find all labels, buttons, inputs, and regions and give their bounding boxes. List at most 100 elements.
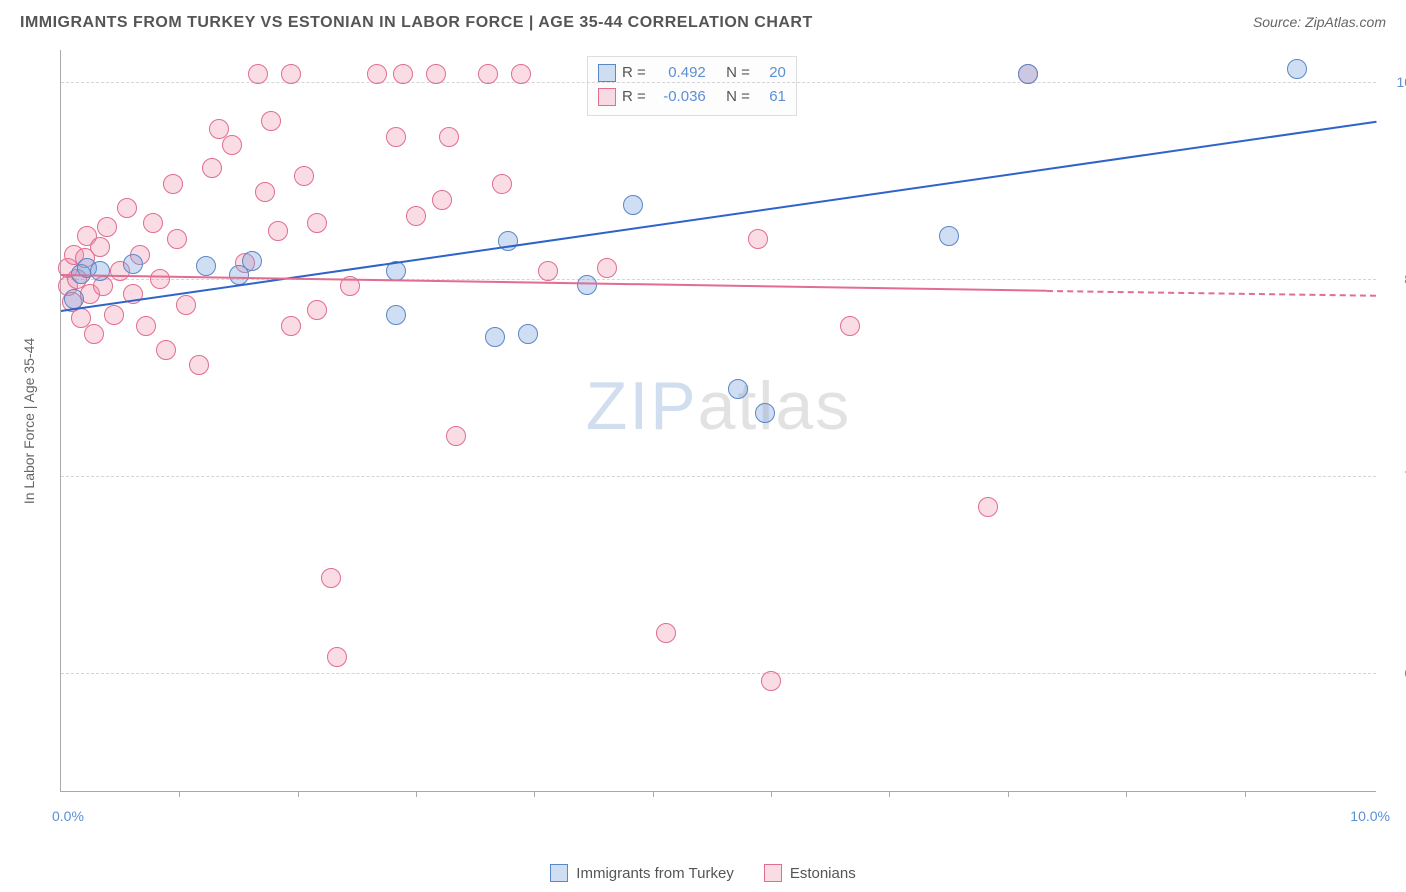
data-point (761, 671, 781, 691)
x-tick (771, 791, 772, 797)
trend-line (61, 121, 1376, 312)
legend-item: Estonians (764, 864, 856, 882)
data-point (90, 261, 110, 281)
data-point (255, 182, 275, 202)
data-point (623, 195, 643, 215)
data-point (446, 426, 466, 446)
legend-r-value: -0.036 (652, 85, 706, 109)
data-point (492, 174, 512, 194)
legend-series-name: Estonians (790, 865, 856, 882)
data-point (978, 497, 998, 517)
watermark: ZIPatlas (586, 367, 851, 445)
gridline (61, 673, 1376, 674)
data-point (261, 111, 281, 131)
data-point (386, 127, 406, 147)
data-point (97, 217, 117, 237)
data-point (268, 221, 288, 241)
data-point (163, 174, 183, 194)
y-tick-label: 100.0% (1384, 74, 1406, 90)
series-legend: Immigrants from Turkey Estonians (0, 864, 1406, 882)
legend-swatch (764, 864, 782, 882)
data-point (189, 355, 209, 375)
x-tick (534, 791, 535, 797)
legend-r-label: R = (622, 85, 646, 109)
data-point (728, 379, 748, 399)
x-tick (653, 791, 654, 797)
chart-area: In Labor Force | Age 35-44 ZIPatlas R =0… (50, 50, 1386, 822)
data-point (117, 198, 137, 218)
data-point (367, 64, 387, 84)
data-point (123, 254, 143, 274)
y-tick-label: 75.0% (1384, 468, 1406, 484)
data-point (432, 190, 452, 210)
data-point (196, 256, 216, 276)
plot-region: In Labor Force | Age 35-44 ZIPatlas R =0… (60, 50, 1376, 792)
data-point (1018, 64, 1038, 84)
source-label: Source: (1253, 14, 1301, 30)
legend-n-value: 61 (756, 85, 786, 109)
trend-line-dashed (1047, 290, 1376, 297)
data-point (518, 324, 538, 344)
legend-swatch (598, 64, 616, 82)
watermark-rest: atlas (698, 368, 852, 444)
data-point (511, 64, 531, 84)
legend-swatch (598, 88, 616, 106)
data-point (84, 324, 104, 344)
data-point (748, 229, 768, 249)
data-point (478, 64, 498, 84)
legend-n-label: N = (726, 85, 750, 109)
data-point (136, 316, 156, 336)
correlation-legend: R =0.492 N =20R =-0.036 N =61 (587, 56, 797, 116)
data-point (90, 237, 110, 257)
data-point (156, 340, 176, 360)
data-point (485, 327, 505, 347)
x-tick (1126, 791, 1127, 797)
x-tick (889, 791, 890, 797)
legend-item: Immigrants from Turkey (550, 864, 734, 882)
chart-title: IMMIGRANTS FROM TURKEY VS ESTONIAN IN LA… (20, 14, 813, 32)
legend-row: R =-0.036 N =61 (598, 85, 786, 109)
data-point (439, 127, 459, 147)
legend-swatch (550, 864, 568, 882)
data-point (939, 226, 959, 246)
data-point (321, 568, 341, 588)
data-point (242, 251, 262, 271)
y-tick-label: 62.5% (1384, 665, 1406, 681)
x-tick (1245, 791, 1246, 797)
data-point (386, 305, 406, 325)
data-point (327, 647, 347, 667)
source-value: ZipAtlas.com (1305, 14, 1386, 30)
watermark-bold: ZIP (586, 368, 698, 444)
data-point (167, 229, 187, 249)
data-point (294, 166, 314, 186)
data-point (840, 316, 860, 336)
data-point (393, 64, 413, 84)
data-point (202, 158, 222, 178)
y-axis-label: In Labor Force | Age 35-44 (21, 337, 37, 503)
source-attribution: Source: ZipAtlas.com (1253, 14, 1386, 30)
data-point (406, 206, 426, 226)
x-axis-max-label: 10.0% (1350, 808, 1390, 824)
x-tick (179, 791, 180, 797)
y-tick-label: 87.5% (1384, 271, 1406, 287)
data-point (222, 135, 242, 155)
data-point (176, 295, 196, 315)
data-point (755, 403, 775, 423)
gridline (61, 476, 1376, 477)
legend-series-name: Immigrants from Turkey (576, 865, 734, 882)
data-point (143, 213, 163, 233)
data-point (281, 316, 301, 336)
data-point (307, 213, 327, 233)
data-point (656, 623, 676, 643)
data-point (597, 258, 617, 278)
data-point (248, 64, 268, 84)
x-tick (1008, 791, 1009, 797)
data-point (307, 300, 327, 320)
data-point (104, 305, 124, 325)
data-point (281, 64, 301, 84)
x-axis-min-label: 0.0% (52, 808, 84, 824)
data-point (538, 261, 558, 281)
data-point (426, 64, 446, 84)
x-tick (298, 791, 299, 797)
data-point (1287, 59, 1307, 79)
